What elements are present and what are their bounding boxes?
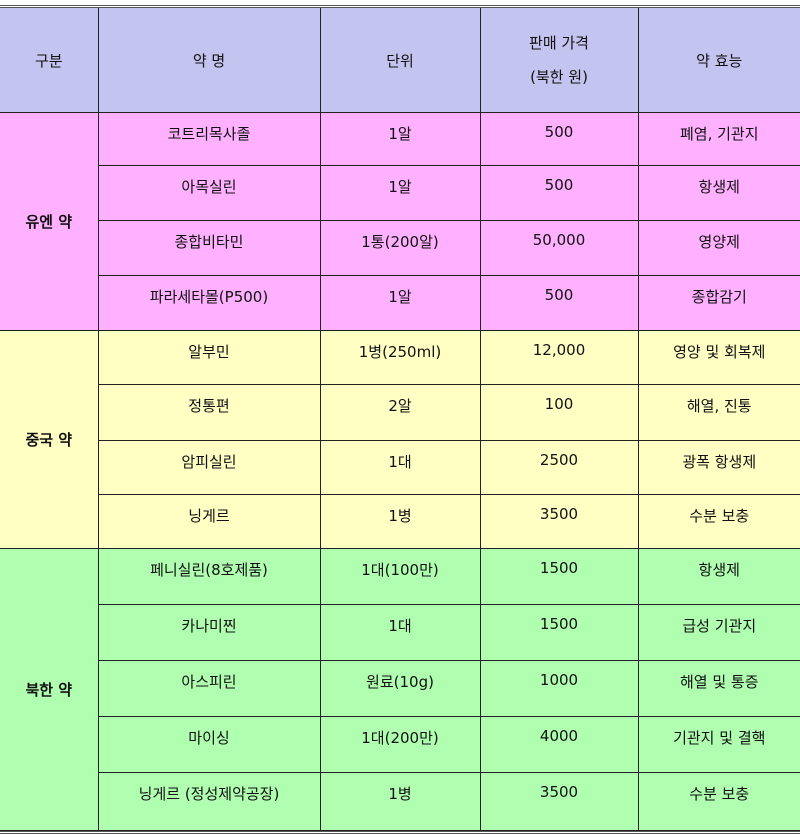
cell-name: 마이싱 — [97, 716, 321, 773]
cell-effect: 항생제 — [637, 548, 800, 605]
table-row: 마이싱 1대(200만) 4000 기관지 및 결핵 — [0, 716, 800, 773]
cell-name: 종합비타민 — [97, 220, 321, 276]
header-category: 구분 — [0, 8, 99, 113]
group-label: 북한 약 — [0, 548, 99, 831]
cell-name: 정통편 — [97, 384, 321, 441]
cell-effect: 기관지 및 결핵 — [637, 716, 800, 773]
cell-unit: 1알 — [319, 275, 481, 331]
cell-unit: 1알 — [319, 112, 481, 166]
table-row: 닝게르 1병 3500 수분 보충 — [0, 494, 800, 549]
header-name: 약 명 — [97, 8, 321, 113]
table-row: 암피실린 1대 2500 광폭 항생제 — [0, 440, 800, 495]
cell-unit: 1병 — [319, 772, 481, 831]
cell-price: 4000 — [479, 716, 639, 773]
cell-name: 닝게르 (정성제약공장) — [97, 772, 321, 831]
header-price-line1: 판매 가격 — [529, 34, 589, 52]
cell-effect: 해열 및 통증 — [637, 660, 800, 717]
cell-unit: 1병(250ml) — [319, 330, 481, 385]
cell-name: 암피실린 — [97, 440, 321, 495]
cell-effect: 광폭 항생제 — [637, 440, 800, 495]
cell-name: 닝게르 — [97, 494, 321, 549]
cell-price: 3500 — [479, 772, 639, 831]
header-effect: 약 효능 — [637, 8, 800, 113]
cell-price: 500 — [479, 165, 639, 221]
cell-effect: 수분 보충 — [637, 494, 800, 549]
cell-effect: 해열, 진통 — [637, 384, 800, 441]
cell-price: 500 — [479, 275, 639, 331]
cell-unit: 1알 — [319, 165, 481, 221]
cell-effect: 수분 보충 — [637, 772, 800, 831]
cell-name: 카나미찐 — [97, 604, 321, 661]
cell-price: 1000 — [479, 660, 639, 717]
cell-name: 아목실린 — [97, 165, 321, 221]
cell-unit: 1통(200알) — [319, 220, 481, 276]
cell-price: 12,000 — [479, 330, 639, 385]
cell-price: 1500 — [479, 548, 639, 605]
table-row: 유엔 약 코트리목사졸 1알 500 폐염, 기관지 — [0, 112, 800, 331]
table-row: 중국 약 알부민 1병(250ml) 12,000 영양 및 회복제 — [0, 330, 800, 549]
table-row: 종합비타민 1통(200알) 50,000 영양제 — [0, 220, 800, 276]
cell-effect: 급성 기관지 — [637, 604, 800, 661]
table-row: 아스피린 원료(10g) 1000 해열 및 통증 — [0, 660, 800, 717]
cell-effect: 영양 및 회복제 — [637, 330, 800, 385]
header-row: 구분 약 명 단위 판매 가격 (북한 원) 약 효능 — [0, 8, 800, 113]
cell-price: 1500 — [479, 604, 639, 661]
header-unit: 단위 — [319, 8, 481, 113]
table-row: 정통편 2알 100 해열, 진통 — [0, 384, 800, 441]
header-price: 판매 가격 (북한 원) — [479, 8, 639, 113]
group-label: 중국 약 — [0, 330, 99, 549]
cell-unit: 1대 — [319, 440, 481, 495]
cell-unit: 1병 — [319, 494, 481, 549]
table-row: 닝게르 (정성제약공장) 1병 3500 수분 보충 — [0, 772, 800, 831]
medicine-price-table: 구분 약 명 단위 판매 가격 (북한 원) 약 효능 유엔 약 코트리목사졸 1알 5… — [0, 8, 800, 831]
header-price-line2: (북한 원) — [530, 68, 588, 86]
cell-effect: 폐염, 기관지 — [637, 112, 800, 166]
cell-effect: 항생제 — [637, 165, 800, 221]
table-row: 아목실린 1알 500 항생제 — [0, 165, 800, 221]
cell-effect: 영양제 — [637, 220, 800, 276]
cell-price: 3500 — [479, 494, 639, 549]
cell-name: 페니실린(8호제품) — [97, 548, 321, 605]
cell-price: 100 — [479, 384, 639, 441]
cell-unit: 1대(200만) — [319, 716, 481, 773]
cell-price: 50,000 — [479, 220, 639, 276]
group-label: 유엔 약 — [0, 112, 99, 331]
medicine-price-table-container: 구분 약 명 단위 판매 가격 (북한 원) 약 효능 유엔 약 코트리목사졸 1알 5… — [0, 5, 800, 834]
table-body: 유엔 약 코트리목사졸 1알 500 폐염, 기관지 아목실린 1알 500 항생제 종합비타민 1… — [0, 112, 800, 831]
cell-effect: 종합감기 — [637, 275, 800, 331]
cell-name: 아스피린 — [97, 660, 321, 717]
cell-unit: 1대(100만) — [319, 548, 481, 605]
cell-price: 500 — [479, 112, 639, 166]
cell-price: 2500 — [479, 440, 639, 495]
table-row: 북한 약 페니실린(8호제품) 1대(100만) 1500 항생제 — [0, 548, 800, 831]
cell-name: 코트리목사졸 — [97, 112, 321, 166]
cell-unit: 원료(10g) — [319, 660, 481, 717]
table-row: 카나미찐 1대 1500 급성 기관지 — [0, 604, 800, 661]
cell-unit: 1대 — [319, 604, 481, 661]
cell-unit: 2알 — [319, 384, 481, 441]
table-row: 파라세타몰(P500) 1알 500 종합감기 — [0, 275, 800, 331]
cell-name: 알부민 — [97, 330, 321, 385]
cell-name: 파라세타몰(P500) — [97, 275, 321, 331]
